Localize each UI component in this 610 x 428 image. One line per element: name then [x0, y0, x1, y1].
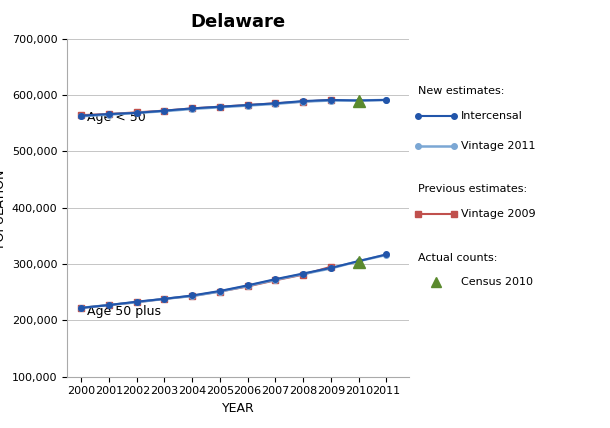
Text: Vintage 2011: Vintage 2011 [461, 140, 535, 151]
X-axis label: YEAR: YEAR [221, 402, 254, 415]
Text: Intercensal: Intercensal [461, 110, 522, 121]
Y-axis label: POPULATION: POPULATION [0, 168, 6, 247]
Text: New estimates:: New estimates: [418, 86, 504, 95]
Text: Previous estimates:: Previous estimates: [418, 184, 527, 194]
Text: Actual counts:: Actual counts: [418, 253, 497, 262]
Title: Delaware: Delaware [190, 13, 285, 31]
Text: Age 50 plus: Age 50 plus [87, 305, 160, 318]
Text: Census 2010: Census 2010 [461, 277, 533, 288]
Text: Vintage 2009: Vintage 2009 [461, 209, 535, 219]
Text: Age < 50: Age < 50 [87, 111, 145, 125]
